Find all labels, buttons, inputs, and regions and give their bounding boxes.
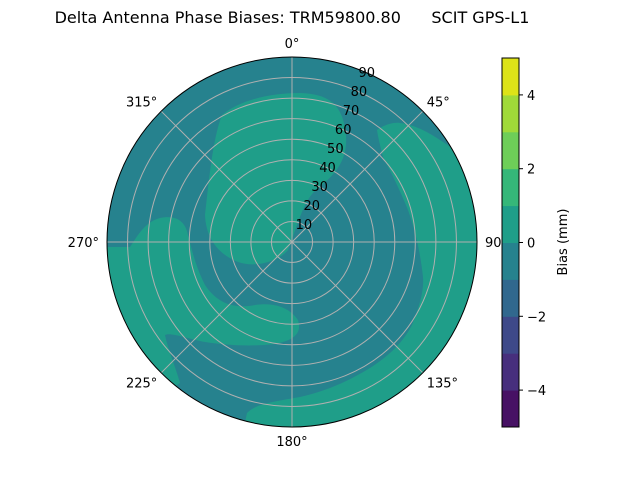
radial-tick-label: 10 xyxy=(296,218,313,233)
radial-tick-label: 20 xyxy=(303,199,320,214)
colorbar-segment xyxy=(502,94,519,133)
radial-tick-label: 70 xyxy=(343,104,360,119)
angle-tick-label: 135° xyxy=(427,377,458,392)
colorbar-tick-label: −4 xyxy=(527,384,546,399)
angle-tick-label: 315° xyxy=(126,95,157,110)
angle-tick-label: 0° xyxy=(285,37,300,52)
colorbar-tick-label: 2 xyxy=(527,163,535,178)
colorbar-segment xyxy=(502,390,519,428)
contour-region-1 xyxy=(205,93,347,265)
radial-tick-label: 80 xyxy=(351,85,368,100)
chart-title: Delta Antenna Phase Biases: TRM59800.80 … xyxy=(55,8,530,27)
angular-gridline-315 xyxy=(160,110,293,243)
radial-tick-label: 30 xyxy=(311,180,328,195)
radial-tick-label: 40 xyxy=(319,161,336,176)
colorbar-segment xyxy=(502,353,519,391)
angular-gridline-135 xyxy=(291,241,424,374)
colorbar-tick-label: 4 xyxy=(527,89,535,104)
angle-tick-label: 180° xyxy=(276,435,307,450)
colorbar-segment xyxy=(502,205,519,243)
colorbar-label: Bias (mm) xyxy=(556,209,571,276)
polar-frame xyxy=(106,56,478,428)
colorbar-segment xyxy=(502,168,519,207)
colorbar-tick-label: −2 xyxy=(527,310,546,325)
angle-tick-label: 225° xyxy=(126,377,157,392)
radial-tick-label: 50 xyxy=(327,142,344,157)
radial-tick-label: 60 xyxy=(335,123,352,138)
colorbar-tick-label: 0 xyxy=(527,237,535,252)
colorbar: −4 −2 0 2 4 Bias (mm) xyxy=(501,57,571,428)
angular-gridline-225 xyxy=(160,241,293,374)
radial-tick-label: 90 xyxy=(359,66,376,81)
angular-gridline-45 xyxy=(291,110,424,243)
angle-tick-label: 45° xyxy=(427,95,450,110)
colorbar-segment xyxy=(502,242,519,280)
colorbar-segment xyxy=(502,316,519,354)
colorbar-segment xyxy=(502,131,519,170)
angle-tick-label: 270° xyxy=(68,236,99,251)
colorbar-segment xyxy=(502,279,519,317)
polar-axes: 0°45°90°135°180°225°270°315°102030405060… xyxy=(68,37,508,450)
colorbar-segment xyxy=(502,58,519,96)
